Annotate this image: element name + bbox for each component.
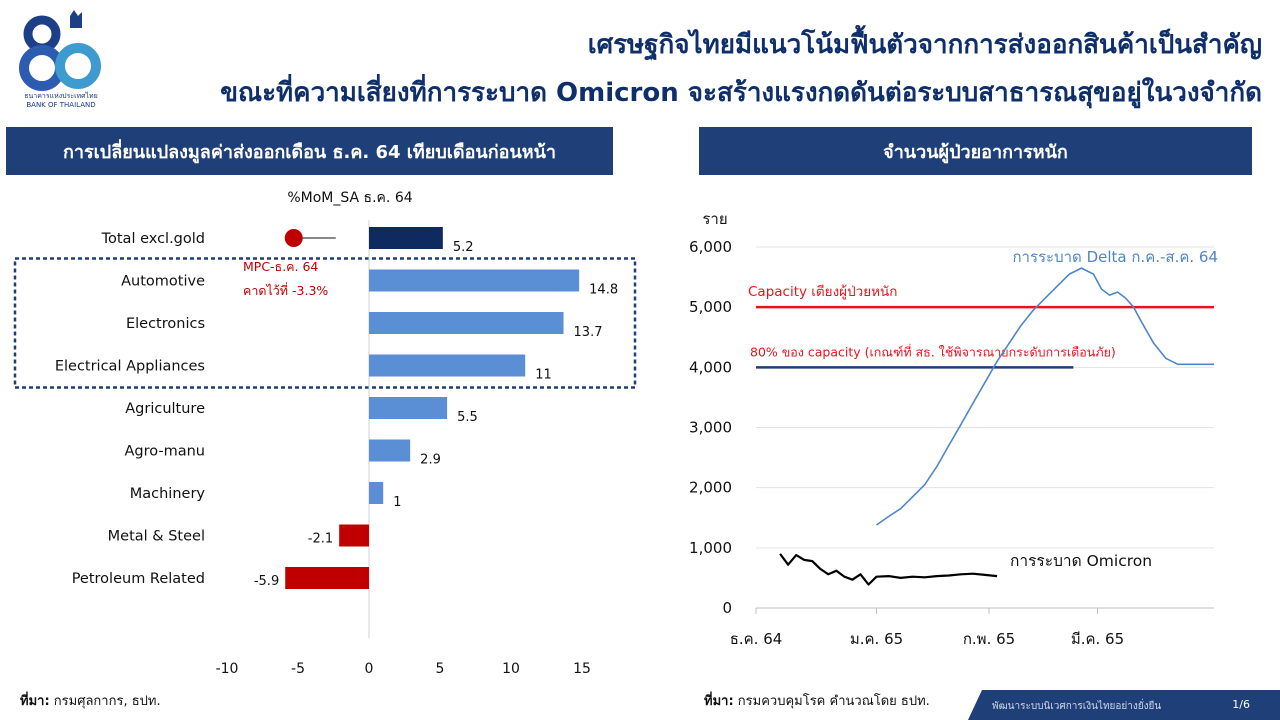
y-tick-label: 4,000 bbox=[689, 358, 732, 376]
omicron-series-line bbox=[779, 553, 998, 586]
x-tick-label: 5 bbox=[436, 661, 445, 677]
logo-emblem-icon: 80 bbox=[19, 10, 101, 91]
left-source-label: ที่มา: bbox=[20, 694, 50, 709]
x-tick-label: ม.ค. 65 bbox=[850, 630, 903, 648]
bar-value-label: -2.1 bbox=[308, 532, 333, 547]
bar bbox=[369, 354, 526, 377]
x-tick-label: 0 bbox=[365, 661, 374, 677]
bar-chart-subtitle: %MoM_SA ธ.ค. 64 bbox=[287, 190, 412, 206]
headline-line-1: เศรษฐกิจไทยมีแนวโน้มฟื้นตัวจากการส่งออกส… bbox=[587, 30, 1262, 60]
category-label: Electrical Appliances bbox=[55, 359, 205, 375]
delta-series-line bbox=[876, 267, 1214, 526]
bar-value-label: 5.2 bbox=[453, 240, 474, 255]
y-tick-label: 5,000 bbox=[689, 298, 732, 316]
bar-value-label: -5.9 bbox=[254, 574, 279, 589]
left-panel-title: การเปลี่ยนแปลงมูลค่าส่งออกเดือน ธ.ค. 64 … bbox=[6, 127, 613, 175]
bank-name-en: BANK OF THAILAND bbox=[26, 101, 96, 109]
category-label: Agro-manu bbox=[124, 444, 205, 460]
mpc-marker-label: คาดไว้ที่ -3.3% bbox=[243, 282, 328, 298]
bank-name-th: ธนาคารแห่งประเทศไทย bbox=[24, 92, 98, 100]
page-number: 1/6 bbox=[1232, 698, 1250, 711]
y-axis-label: ราย bbox=[702, 210, 727, 228]
capacity-label: Capacity เตียงผู้ป่วยหนัก bbox=[748, 284, 897, 300]
left-source: ที่มา: กรมศุลกากร, ธปท. bbox=[20, 690, 161, 711]
x-tick-label: 15 bbox=[573, 661, 591, 677]
footer-tagline: พัฒนาระบบนิเวศการเงินไทยอย่างยั่งยืน bbox=[992, 701, 1162, 712]
bank-name: ธนาคารแห่งประเทศไทย BANK OF THAILAND bbox=[6, 92, 116, 110]
x-tick-label: ก.พ. 65 bbox=[963, 630, 1015, 648]
right-source-label: ที่มา: bbox=[704, 694, 734, 709]
category-label: Machinery bbox=[130, 486, 206, 502]
bar-value-label: 13.7 bbox=[574, 325, 603, 340]
bar bbox=[369, 312, 564, 334]
right-source: ที่มา: กรมควบคุมโรค คำนวณโดย ธปท. bbox=[704, 690, 930, 711]
bar-value-label: 1 bbox=[393, 495, 401, 510]
x-tick-label: มี.ค. 65 bbox=[1071, 630, 1124, 648]
bar-value-label: 14.8 bbox=[589, 283, 618, 298]
bar bbox=[369, 482, 384, 504]
bar-value-label: 5.5 bbox=[457, 410, 478, 425]
y-tick-label: 3,000 bbox=[689, 419, 732, 437]
bar bbox=[285, 567, 369, 589]
y-tick-label: 6,000 bbox=[689, 238, 732, 256]
x-tick-label: -5 bbox=[291, 661, 305, 677]
y-tick-label: 1,000 bbox=[689, 539, 732, 557]
right-panel-title: จำนวนผู้ป่วยอาการหนัก bbox=[699, 127, 1252, 175]
bar bbox=[339, 524, 369, 547]
category-label: Total excl.gold bbox=[101, 231, 205, 247]
category-label: Agriculture bbox=[125, 401, 205, 417]
mpc-marker-label: MPC-ธ.ค. 64 bbox=[243, 259, 318, 274]
y-tick-label: 0 bbox=[722, 599, 732, 617]
headline-line-2: ขณะที่ความเสี่ยงที่การระบาด Omicron จะสร… bbox=[220, 78, 1262, 108]
bar bbox=[369, 439, 411, 462]
bar bbox=[369, 269, 580, 292]
right-source-text: กรมควบคุมโรค คำนวณโดย ธปท. bbox=[737, 694, 930, 709]
x-tick-label: 10 bbox=[502, 661, 520, 677]
left-source-text: กรมศุลกากร, ธปท. bbox=[53, 694, 161, 709]
omicron-series-label: การระบาด Omicron bbox=[1010, 552, 1152, 570]
capacity-80pct-label: 80% ของ capacity (เกณฑ์ที่ สธ. ใช้พิจารณ… bbox=[750, 343, 1116, 359]
category-label: Automotive bbox=[121, 274, 205, 290]
delta-series-label: การระบาด Delta ก.ค.-ส.ค. 64 bbox=[1012, 248, 1218, 266]
bank-logo: 80 bbox=[8, 8, 112, 112]
category-label: Metal & Steel bbox=[108, 529, 205, 545]
bar bbox=[369, 227, 443, 249]
severe-patients-line-chart: ราย 0 1,000 2,000 3,000 4,000 5,000 6,000 ธ.ค. 6… bbox=[689, 210, 1218, 648]
y-tick-label: 2,000 bbox=[689, 479, 732, 497]
category-label: Electronics bbox=[126, 316, 205, 332]
footer-band: พัฒนาระบบนิเวศการเงินไทยอย่างยั่งยืน 1/6 bbox=[968, 690, 1280, 720]
bar bbox=[369, 397, 448, 419]
highlight-box bbox=[13, 257, 637, 389]
x-tick-label: ธ.ค. 64 bbox=[730, 630, 783, 648]
bar-value-label: 11 bbox=[535, 368, 552, 383]
bar-value-label: 2.9 bbox=[420, 453, 441, 468]
export-change-bar-chart: %MoM_SA ธ.ค. 64 Total excl.gold 5.2 Automot… bbox=[13, 190, 637, 677]
x-tick-label: -10 bbox=[216, 661, 239, 677]
mpc-marker-dot bbox=[284, 229, 303, 247]
category-label: Petroleum Related bbox=[72, 571, 205, 587]
